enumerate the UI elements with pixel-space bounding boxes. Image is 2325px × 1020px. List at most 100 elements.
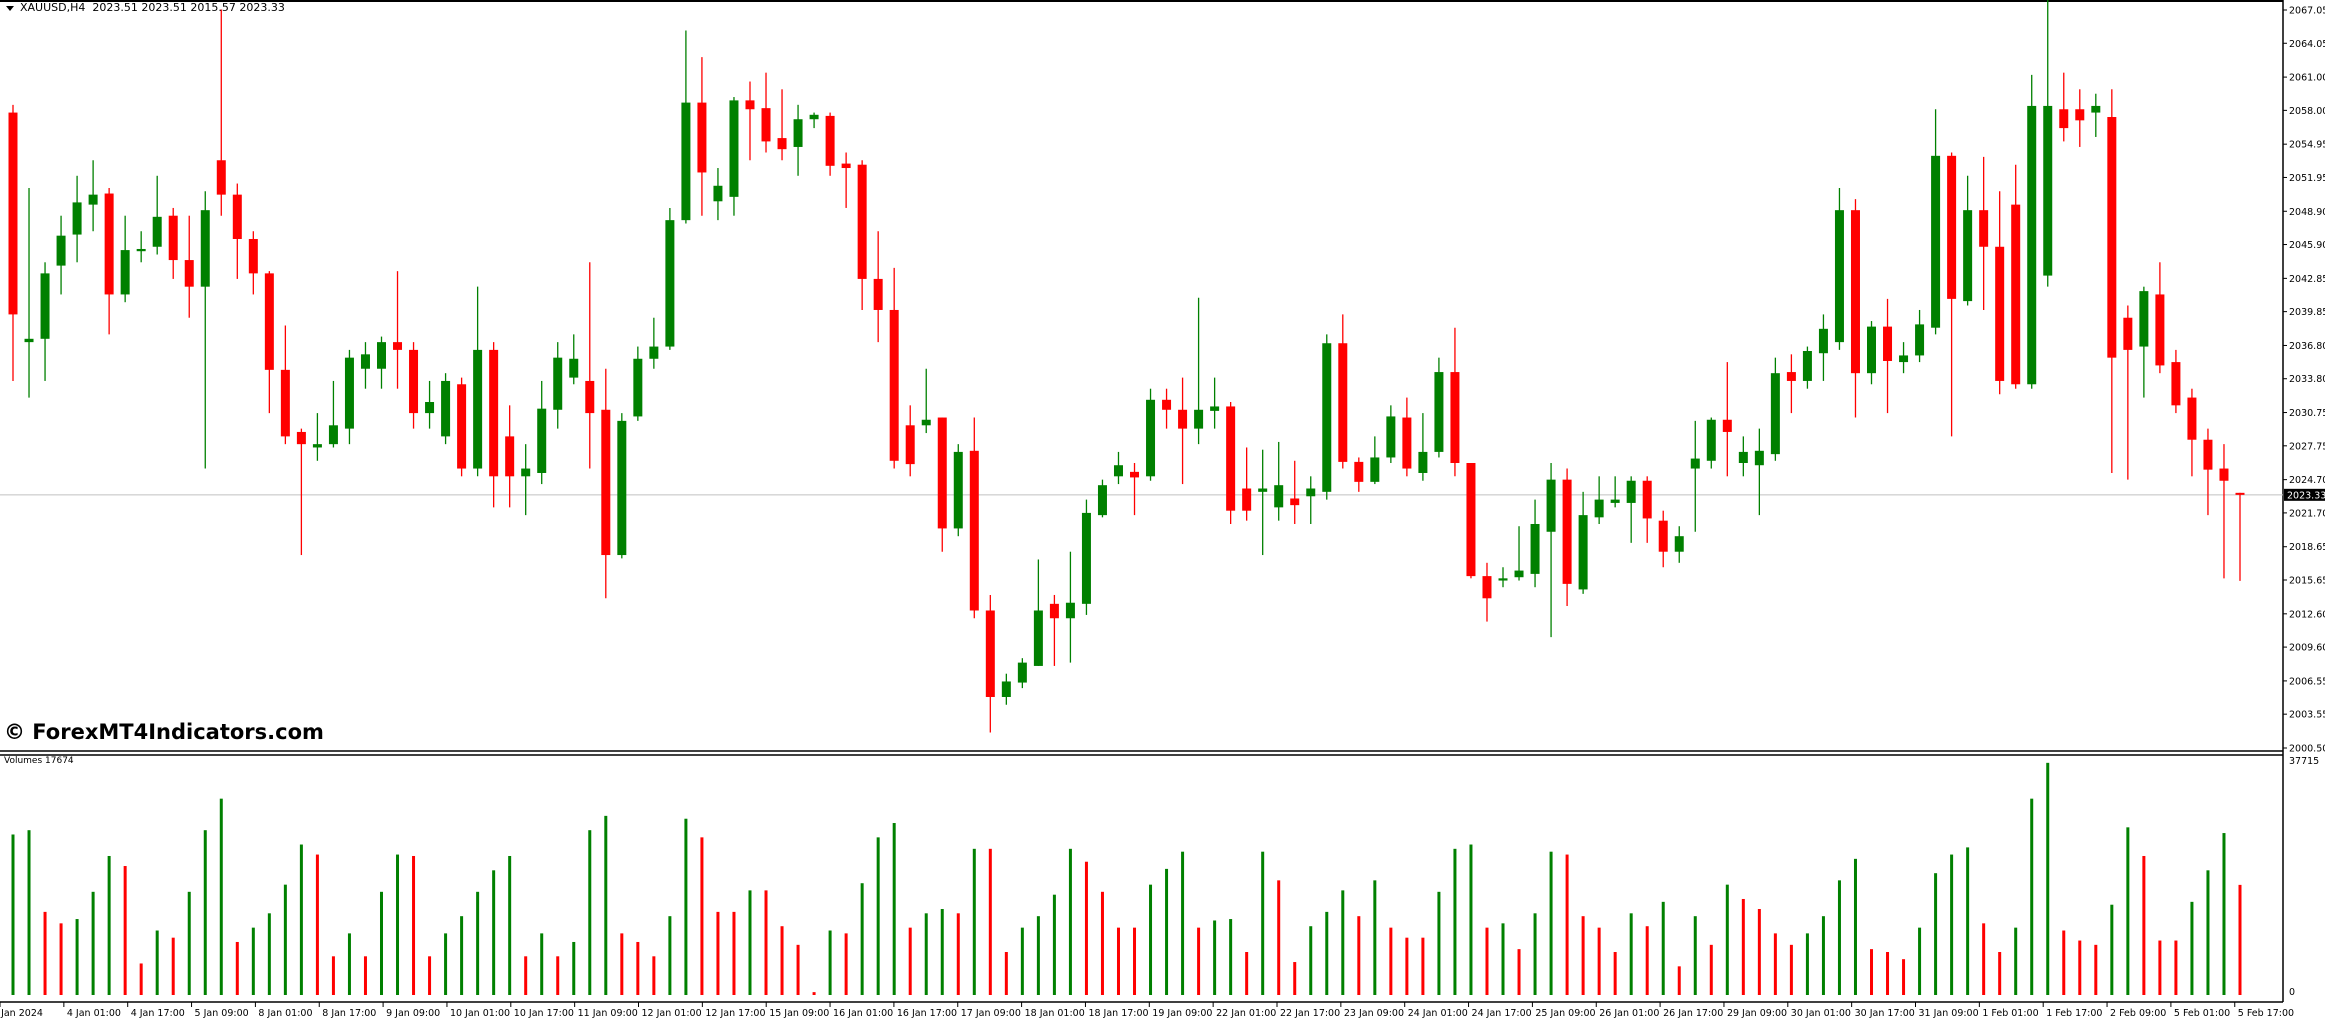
time-tick-label: 24 Jan 01:00 xyxy=(1408,1008,1468,1019)
candle xyxy=(953,444,963,537)
candle-body xyxy=(713,185,723,202)
volume-bar xyxy=(1581,916,1585,995)
volume-bar xyxy=(540,933,544,995)
volume-bar xyxy=(412,855,416,995)
candle-body xyxy=(1931,155,1941,328)
candle xyxy=(473,286,483,477)
volume-bar xyxy=(2238,884,2242,995)
candle-body xyxy=(1482,576,1492,599)
volume-bar xyxy=(492,870,496,995)
candle-body xyxy=(697,102,707,173)
candle-body xyxy=(24,338,34,343)
candle xyxy=(1610,476,1620,508)
candle-body xyxy=(1113,465,1123,477)
candle xyxy=(505,405,515,508)
candle xyxy=(2107,89,2117,473)
candle-body xyxy=(425,402,435,414)
volume-pane[interactable] xyxy=(11,762,2242,995)
volume-bar xyxy=(2158,940,2162,995)
candle xyxy=(40,262,50,381)
price-tick-label: 2015.65 xyxy=(2289,575,2325,586)
candle-body xyxy=(2011,204,2021,385)
volume-bar xyxy=(1485,927,1489,995)
volume-bar xyxy=(1853,858,1857,995)
candle-body xyxy=(1386,416,1396,458)
candle xyxy=(376,336,386,389)
candle-body xyxy=(2187,397,2197,440)
volume-bar xyxy=(1149,884,1153,995)
candle xyxy=(1738,436,1748,477)
candle-body xyxy=(489,349,499,477)
candle-body xyxy=(585,380,595,414)
candle-body xyxy=(649,346,659,359)
time-tick-label: 5 Feb 01:00 xyxy=(2174,1008,2230,1019)
candle xyxy=(745,81,755,161)
candle xyxy=(1386,405,1396,464)
candle-body xyxy=(601,409,611,556)
candle-body xyxy=(777,138,787,150)
candle-body xyxy=(1081,512,1091,604)
volume-bar xyxy=(1549,851,1553,995)
candle-body xyxy=(2219,468,2229,481)
volume-bar xyxy=(1261,851,1265,995)
candle xyxy=(1690,420,1700,532)
candle xyxy=(889,267,899,469)
candle xyxy=(1658,510,1668,568)
candle-body xyxy=(681,102,691,221)
candle-body xyxy=(280,369,290,437)
time-tick-label: 26 Jan 01:00 xyxy=(1599,1008,1659,1019)
candle xyxy=(761,72,771,153)
volume-bar xyxy=(1389,927,1393,995)
time-tick-label: 4 Jan 01:00 xyxy=(67,1008,121,1019)
time-tick-label: 30 Jan 17:00 xyxy=(1855,1008,1915,1019)
candle-body xyxy=(1546,479,1556,532)
volume-bar xyxy=(1036,916,1040,995)
time-axis[interactable]: 3 Jan 2024 4 Jan 01:00 4 Jan 17:00 5 Jan 09… xyxy=(0,1002,2294,1019)
volume-bar xyxy=(1421,937,1425,995)
price-tick-label: 2009.60 xyxy=(2289,643,2325,654)
candle-body xyxy=(1738,451,1748,464)
candle-body xyxy=(2203,439,2213,470)
candle xyxy=(937,417,947,552)
volume-bar xyxy=(1052,894,1056,995)
candle xyxy=(1979,156,1989,310)
volume-bar xyxy=(1886,952,1890,995)
candle xyxy=(296,428,306,556)
volume-bar xyxy=(1918,927,1922,995)
volume-indicator-label: Volumes 17674 xyxy=(4,756,74,766)
candle xyxy=(216,9,226,216)
time-tick-label: 16 Jan 01:00 xyxy=(833,1008,893,1019)
price-tick-label: 2003.55 xyxy=(2289,710,2325,721)
price-tick-label: 2064.05 xyxy=(2289,39,2325,50)
candle xyxy=(1642,476,1652,543)
candle xyxy=(1097,479,1107,518)
price-axis[interactable]: 2067.05 2064.05 2061.00 2058.00 2054.95 2051.… xyxy=(2283,6,2325,999)
candle-body xyxy=(2027,105,2037,385)
candle xyxy=(697,57,707,216)
candle xyxy=(312,413,322,461)
volume-bar xyxy=(972,848,976,995)
dropdown-triangle-icon[interactable] xyxy=(6,5,14,11)
candle xyxy=(1530,499,1540,588)
candle xyxy=(264,271,274,414)
time-tick-label: 25 Jan 09:00 xyxy=(1535,1008,1595,1019)
candle-body xyxy=(2107,117,2117,358)
volume-bar xyxy=(396,854,400,995)
volume-bar xyxy=(1677,966,1681,995)
volume-bar xyxy=(748,890,752,995)
candle-body xyxy=(136,248,146,252)
candle-body xyxy=(344,357,354,429)
candle-body xyxy=(1130,471,1140,478)
volume-bar xyxy=(1805,933,1809,995)
price-pane[interactable] xyxy=(8,0,2245,733)
candle xyxy=(681,30,691,224)
volume-bar xyxy=(1405,937,1409,995)
volume-bar xyxy=(1181,851,1185,995)
chart-header: XAUUSD,H4 2023.51 2023.51 2015.57 2023.3… xyxy=(6,1,285,14)
candle-body xyxy=(1210,406,1220,411)
time-tick-label: 1 Feb 01:00 xyxy=(1982,1008,2038,1019)
candle-body xyxy=(1786,372,1796,381)
candle xyxy=(393,271,403,389)
volume-bar xyxy=(11,834,15,995)
price-tick-label: 2042.85 xyxy=(2289,274,2325,285)
